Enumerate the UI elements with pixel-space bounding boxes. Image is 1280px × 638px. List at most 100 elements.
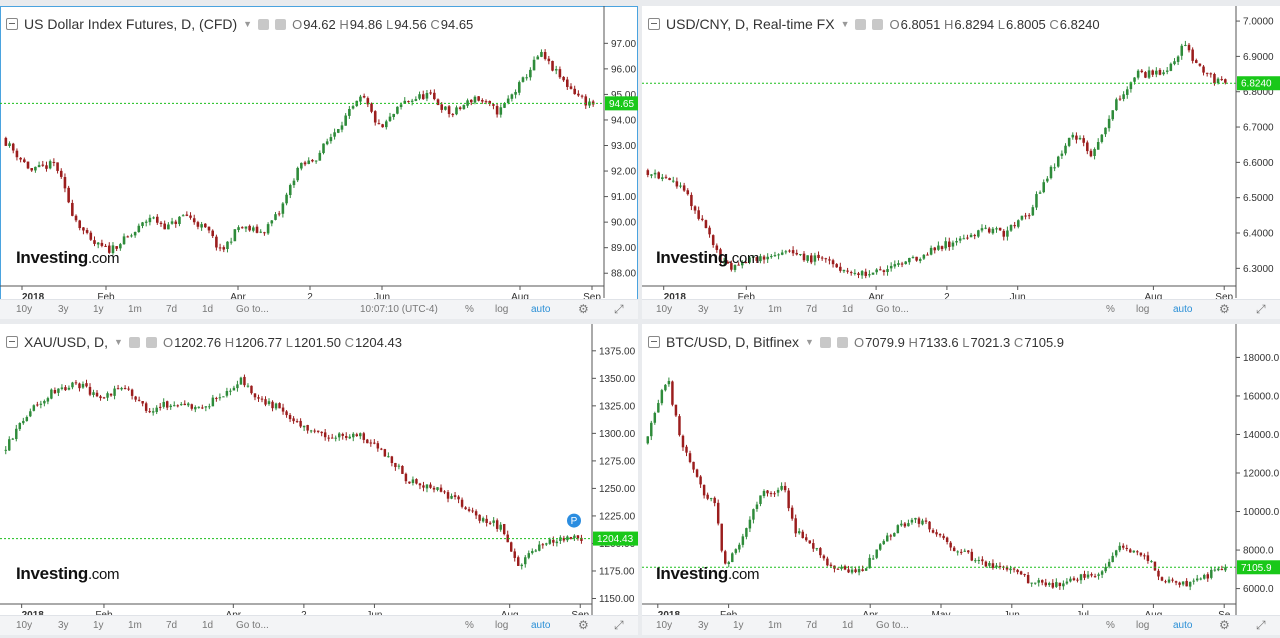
range-1y-button[interactable]: 1y [733, 304, 744, 315]
gear-icon[interactable]: ⚙ [1219, 618, 1230, 632]
percent-toggle[interactable]: % [1106, 620, 1115, 631]
range-3y-button[interactable]: 3y [58, 304, 69, 315]
candle-body [871, 272, 875, 275]
range-7d-button[interactable]: 7d [806, 304, 818, 315]
chart-panel-xauusd[interactable]: 1375.00 1350.00 1325.00 1300.00 1275.00 1250.… [0, 324, 638, 635]
goto-button[interactable]: Go to... [876, 620, 909, 631]
fullscreen-icon[interactable]: ⤢ [1256, 302, 1266, 316]
auto-toggle[interactable]: auto [1173, 304, 1193, 315]
range-3y-button[interactable]: 3y [698, 304, 709, 315]
compare-icon[interactable] [275, 18, 287, 30]
symbol-title[interactable]: US Dollar Index Futures, D, (CFD) [24, 16, 238, 32]
goto-button[interactable]: Go to... [236, 620, 269, 631]
range-7d-button[interactable]: 7d [166, 620, 178, 631]
range-1m-button[interactable]: 1m [128, 304, 142, 315]
goto-button[interactable]: Go to... [236, 304, 269, 315]
range-3y-button[interactable]: 3y [58, 620, 69, 631]
gear-icon[interactable]: ⚙ [1219, 302, 1230, 316]
candle [889, 262, 893, 272]
fullscreen-icon[interactable]: ⤢ [614, 618, 624, 632]
range-10y-button[interactable]: 10y [16, 620, 33, 631]
range-1y-button[interactable]: 1y [93, 620, 104, 631]
range-10y-button[interactable]: 10y [16, 304, 33, 315]
compare-icon[interactable] [872, 18, 884, 30]
range-1d-button[interactable]: 1d [202, 304, 214, 315]
symbol-title[interactable]: XAU/USD, D, [24, 334, 109, 350]
candle-body [1051, 582, 1055, 588]
candle-body [543, 52, 547, 59]
range-1m-button[interactable]: 1m [768, 620, 782, 631]
settings-icon[interactable] [128, 336, 140, 348]
percent-toggle[interactable]: % [1106, 304, 1115, 315]
candlestick-chart-usdcny[interactable]: 7.0000 6.9000 6.8000 6.7000 6.6000 6.5000 6.40… [642, 6, 1280, 300]
range-1y-button[interactable]: 1y [93, 304, 104, 315]
range-1d-button[interactable]: 1d [842, 620, 854, 631]
chart-toolbar: 10y 3y 1y 1m 7d 1d Go to... % log auto ⚙… [642, 299, 1280, 319]
percent-toggle[interactable]: % [465, 304, 474, 315]
candle [450, 493, 453, 500]
candle [1169, 62, 1173, 72]
candle-body [78, 383, 81, 389]
chevron-down-icon[interactable]: ▼ [114, 337, 123, 347]
investing-logo: Investing.com [656, 248, 760, 267]
gear-icon[interactable]: ⚙ [578, 618, 589, 632]
event-marker-icon[interactable] [567, 513, 581, 528]
range-1d-button[interactable]: 1d [202, 620, 214, 631]
range-7d-button[interactable]: 7d [166, 304, 178, 315]
chart-plot-usdcny[interactable]: 7.0000 6.9000 6.8000 6.7000 6.6000 6.5000 6.40… [642, 6, 1280, 300]
chevron-down-icon[interactable]: ▼ [243, 19, 253, 29]
candle-body [776, 489, 780, 493]
chart-panel-usdcny[interactable]: 7.0000 6.9000 6.8000 6.7000 6.6000 6.5000 6.40… [642, 6, 1280, 319]
range-1y-button[interactable]: 1y [733, 620, 744, 631]
settings-icon[interactable] [819, 336, 831, 348]
symbol-title[interactable]: BTC/USD, D, Bitfinex [666, 334, 800, 350]
symbol-title[interactable]: USD/CNY, D, Real-time FX [666, 16, 835, 32]
range-10y-button[interactable]: 10y [656, 304, 673, 315]
settings-icon[interactable] [258, 18, 270, 30]
fullscreen-icon[interactable]: ⤢ [1256, 618, 1266, 632]
log-toggle[interactable]: log [1136, 304, 1150, 315]
candlestick-chart-xauusd[interactable]: 1375.00 1350.00 1325.00 1300.00 1275.00 1250.… [0, 324, 638, 616]
candle [19, 157, 22, 163]
chart-plot-xauusd[interactable]: 1375.00 1350.00 1325.00 1300.00 1275.00 1250.… [0, 324, 638, 616]
range-10y-button[interactable]: 10y [656, 620, 673, 631]
auto-toggle[interactable]: auto [531, 304, 551, 315]
candle [334, 435, 337, 442]
collapse-icon[interactable] [648, 18, 660, 30]
log-toggle[interactable]: log [1136, 620, 1150, 631]
chart-plot-btcusd[interactable]: 18000.0 16000.0 14000.0 12000.0 10000.0 8000.… [642, 324, 1280, 616]
range-3y-button[interactable]: 3y [698, 620, 709, 631]
range-1m-button[interactable]: 1m [128, 620, 142, 631]
collapse-icon[interactable] [6, 18, 18, 30]
candle-body [850, 569, 854, 573]
chart-panel-dxy[interactable]: 97.00 96.00 95.00 94.00 93.00 92.00 91.00 90.00… [0, 6, 638, 319]
fullscreen-icon[interactable]: ⤢ [614, 302, 624, 316]
candlestick-chart-btcusd[interactable]: 18000.0 16000.0 14000.0 12000.0 10000.0 8000.… [642, 324, 1280, 616]
gear-icon[interactable]: ⚙ [578, 302, 589, 316]
chevron-down-icon[interactable]: ▼ [840, 19, 850, 29]
candlestick-chart-dxy[interactable]: 97.00 96.00 95.00 94.00 93.00 92.00 91.00 90.00… [0, 6, 638, 300]
chart-panel-btcusd[interactable]: 18000.0 16000.0 14000.0 12000.0 10000.0 8000.… [642, 324, 1280, 635]
settings-icon[interactable] [855, 18, 867, 30]
chevron-down-icon[interactable]: ▼ [805, 337, 814, 347]
compare-icon[interactable] [145, 336, 157, 348]
candle-body [1125, 547, 1129, 549]
candle-body [134, 396, 137, 400]
collapse-icon[interactable] [648, 336, 660, 348]
log-toggle[interactable]: log [495, 304, 509, 315]
candle [1220, 565, 1224, 571]
range-7d-button[interactable]: 7d [806, 620, 818, 631]
log-toggle[interactable]: log [495, 620, 509, 631]
range-1m-button[interactable]: 1m [768, 304, 782, 315]
compare-icon[interactable] [836, 336, 848, 348]
percent-toggle[interactable]: % [465, 620, 474, 631]
candle-body [650, 174, 653, 176]
chart-plot-dxy[interactable]: 97.00 96.00 95.00 94.00 93.00 92.00 91.00 90.00… [0, 6, 638, 300]
range-1d-button[interactable]: 1d [842, 304, 854, 315]
auto-toggle[interactable]: auto [531, 620, 551, 631]
collapse-icon[interactable] [6, 336, 18, 348]
goto-button[interactable]: Go to... [876, 304, 909, 315]
candle [93, 236, 96, 247]
auto-toggle[interactable]: auto [1173, 620, 1193, 631]
candle [1162, 69, 1165, 76]
